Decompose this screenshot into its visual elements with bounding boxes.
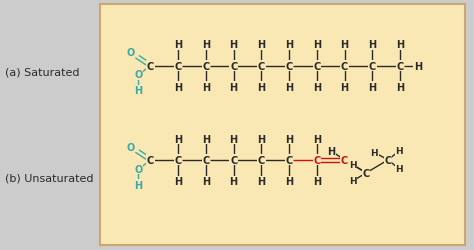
Text: O: O [134,70,143,80]
Text: O: O [127,142,135,152]
Text: O: O [134,164,143,174]
Text: H: H [174,134,182,144]
Text: C: C [341,155,348,165]
Text: C: C [341,61,348,71]
Text: H: H [229,176,238,186]
Text: H: H [313,176,321,186]
Text: C: C [230,61,237,71]
Text: H: H [134,86,143,96]
Text: H: H [368,82,376,92]
Text: C: C [258,155,265,165]
Text: H: H [414,61,422,71]
Text: C: C [202,155,210,165]
Text: H: H [395,165,403,174]
Text: C: C [147,61,154,71]
Text: H: H [257,134,265,144]
Text: H: H [202,176,210,186]
Text: O: O [127,48,135,58]
Text: H: H [229,40,238,50]
Text: C: C [313,155,320,165]
Text: H: H [202,134,210,144]
Text: H: H [257,82,265,92]
Text: H: H [396,82,404,92]
Text: H: H [202,82,210,92]
Text: H: H [174,82,182,92]
Text: C: C [174,155,182,165]
Text: C: C [202,61,210,71]
Text: H: H [285,134,293,144]
Text: H: H [313,134,321,144]
Text: H: H [134,180,143,190]
Text: H: H [257,40,265,50]
Text: H: H [340,40,349,50]
Text: H: H [174,176,182,186]
Text: C: C [285,155,293,165]
Text: H: H [371,148,378,157]
Text: H: H [229,134,238,144]
Text: H: H [396,40,404,50]
Text: H: H [285,82,293,92]
Text: C: C [313,61,320,71]
Text: C: C [384,155,392,165]
Text: C: C [174,61,182,71]
Text: (a) Saturated: (a) Saturated [5,68,79,78]
Text: H: H [257,176,265,186]
Text: H: H [313,82,321,92]
Text: C: C [369,61,376,71]
Text: H: H [328,147,336,156]
Text: H: H [349,176,357,186]
Text: H: H [285,40,293,50]
Text: C: C [396,61,404,71]
Text: H: H [202,40,210,50]
Text: C: C [363,168,370,178]
Text: H: H [229,82,238,92]
Text: C: C [285,61,293,71]
Text: H: H [174,40,182,50]
Text: C: C [258,61,265,71]
Text: H: H [349,161,357,170]
Text: H: H [340,82,349,92]
Text: (b) Unsaturated: (b) Unsaturated [5,172,93,182]
Text: C: C [147,155,154,165]
Text: H: H [285,176,293,186]
Text: H: H [313,40,321,50]
Text: H: H [395,147,403,156]
Text: C: C [230,155,237,165]
Text: H: H [368,40,376,50]
